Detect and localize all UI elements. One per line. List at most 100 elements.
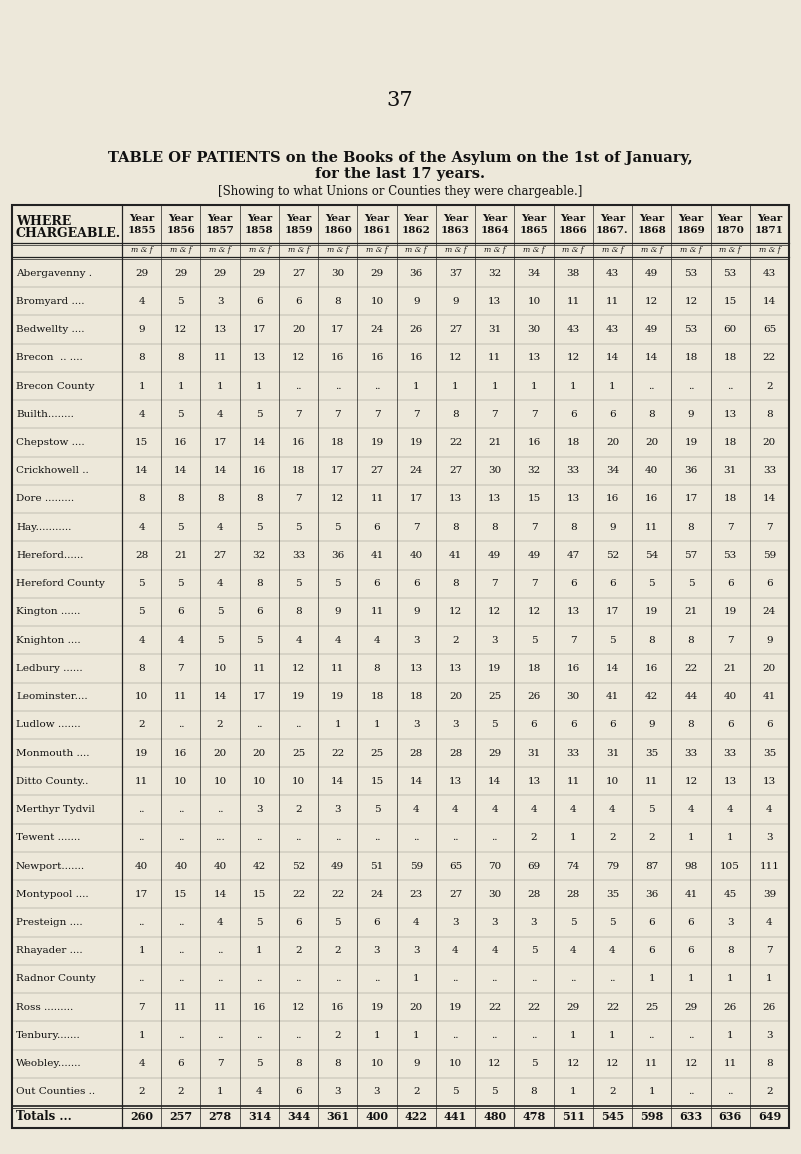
- Text: 636: 636: [718, 1111, 742, 1123]
- Text: m & f: m & f: [366, 246, 388, 254]
- Text: 44: 44: [684, 692, 698, 702]
- Text: 8: 8: [648, 636, 655, 645]
- Text: 5: 5: [648, 579, 655, 589]
- Text: ..: ..: [649, 382, 655, 390]
- Text: 26: 26: [723, 1003, 737, 1012]
- Text: 3: 3: [256, 805, 263, 814]
- Text: 8: 8: [139, 353, 145, 362]
- Text: m & f: m & f: [209, 246, 231, 254]
- Text: 65: 65: [449, 862, 462, 870]
- Text: Ross .........: Ross .........: [16, 1003, 73, 1012]
- Text: 22: 22: [684, 664, 698, 673]
- Text: 4: 4: [217, 410, 223, 419]
- Text: 14: 14: [135, 466, 148, 475]
- Text: 41: 41: [449, 550, 462, 560]
- Text: 3: 3: [413, 946, 420, 956]
- Text: 1: 1: [217, 1087, 223, 1096]
- Text: 32: 32: [527, 466, 541, 475]
- Text: 10: 10: [135, 692, 148, 702]
- Text: 2: 2: [139, 1087, 145, 1096]
- Text: 7: 7: [492, 579, 498, 589]
- Text: 37: 37: [387, 90, 413, 110]
- Text: 6: 6: [178, 1059, 184, 1069]
- Text: 22: 22: [527, 1003, 541, 1012]
- Text: 49: 49: [331, 862, 344, 870]
- Text: 5: 5: [217, 607, 223, 616]
- Text: 7: 7: [492, 410, 498, 419]
- Text: 4: 4: [530, 805, 537, 814]
- Text: 10: 10: [213, 777, 227, 786]
- Text: 1: 1: [374, 1031, 380, 1040]
- Text: 1863: 1863: [441, 226, 470, 235]
- Text: 13: 13: [488, 297, 501, 306]
- Text: 11: 11: [488, 353, 501, 362]
- Text: 29: 29: [252, 269, 266, 278]
- Text: 7: 7: [413, 410, 420, 419]
- Text: 1859: 1859: [284, 226, 313, 235]
- Text: 13: 13: [449, 494, 462, 503]
- Text: 2: 2: [766, 382, 773, 390]
- Text: 6: 6: [296, 297, 302, 306]
- Text: ..: ..: [610, 974, 616, 983]
- Text: ..: ..: [413, 833, 420, 842]
- Text: 8: 8: [296, 1059, 302, 1069]
- Text: 21: 21: [684, 607, 698, 616]
- Text: 1: 1: [256, 946, 263, 956]
- Text: ..: ..: [688, 382, 694, 390]
- Text: 7: 7: [139, 1003, 145, 1012]
- Text: 8: 8: [727, 946, 734, 956]
- Text: 7: 7: [374, 410, 380, 419]
- Text: 12: 12: [449, 607, 462, 616]
- Text: 5: 5: [530, 946, 537, 956]
- Text: Monmouth ....: Monmouth ....: [16, 749, 90, 757]
- Text: 19: 19: [409, 439, 423, 447]
- Text: 35: 35: [606, 890, 619, 899]
- Text: 9: 9: [335, 607, 341, 616]
- Text: Tenbury.......: Tenbury.......: [16, 1031, 81, 1040]
- Text: 40: 40: [409, 550, 423, 560]
- Text: 52: 52: [292, 862, 305, 870]
- Text: 40: 40: [213, 862, 227, 870]
- Text: 11: 11: [645, 777, 658, 786]
- Text: 28: 28: [135, 550, 148, 560]
- Text: 478: 478: [522, 1111, 545, 1123]
- Text: ..: ..: [453, 1031, 459, 1040]
- Text: m & f: m & f: [405, 246, 427, 254]
- Text: 314: 314: [248, 1111, 271, 1123]
- Text: 14: 14: [175, 466, 187, 475]
- Text: 1: 1: [648, 974, 655, 983]
- Text: 5: 5: [374, 805, 380, 814]
- Text: ..: ..: [296, 1031, 302, 1040]
- Text: 29: 29: [566, 1003, 580, 1012]
- Text: 24: 24: [370, 890, 384, 899]
- Text: 3: 3: [766, 833, 773, 842]
- Text: ..: ..: [649, 1031, 655, 1040]
- Text: 9: 9: [609, 523, 616, 532]
- Text: 16: 16: [331, 1003, 344, 1012]
- Text: 13: 13: [449, 664, 462, 673]
- Text: Rhayader ....: Rhayader ....: [16, 946, 83, 956]
- Text: Year: Year: [482, 213, 507, 223]
- Text: 2: 2: [178, 1087, 184, 1096]
- Text: Hereford......: Hereford......: [16, 550, 83, 560]
- Text: m & f: m & f: [288, 246, 309, 254]
- Text: Bromyard ....: Bromyard ....: [16, 297, 84, 306]
- Text: 1: 1: [530, 382, 537, 390]
- Text: ..: ..: [335, 833, 341, 842]
- Text: 10: 10: [252, 777, 266, 786]
- Text: 30: 30: [527, 325, 541, 335]
- Text: 47: 47: [566, 550, 580, 560]
- Text: 7: 7: [727, 523, 734, 532]
- Text: 25: 25: [488, 692, 501, 702]
- Text: 35: 35: [645, 749, 658, 757]
- Text: ..: ..: [374, 974, 380, 983]
- Text: 15: 15: [723, 297, 737, 306]
- Text: 27: 27: [449, 890, 462, 899]
- Text: 15: 15: [370, 777, 384, 786]
- Text: 1: 1: [139, 382, 145, 390]
- Text: 111: 111: [759, 862, 779, 870]
- Text: 12: 12: [606, 1059, 619, 1069]
- Text: 5: 5: [570, 917, 577, 927]
- Text: 17: 17: [606, 607, 619, 616]
- Text: 12: 12: [292, 353, 305, 362]
